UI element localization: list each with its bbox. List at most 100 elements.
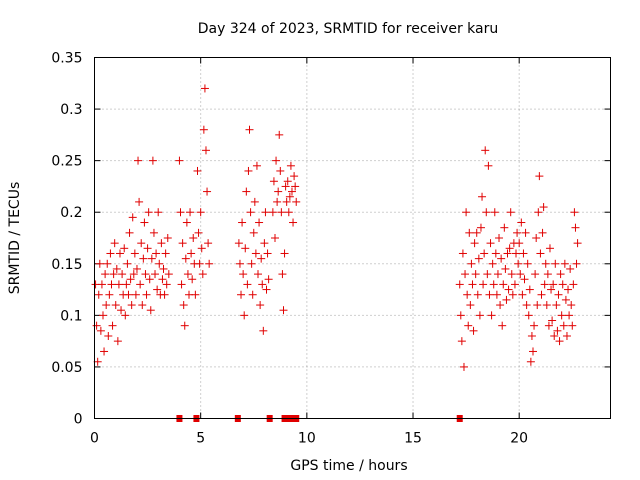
data-point: [284, 208, 293, 217]
data-point: [547, 285, 556, 294]
data-point: [115, 249, 124, 258]
data-point: [534, 208, 543, 217]
data-point: [278, 270, 287, 279]
data-point: [262, 285, 271, 294]
data-point: [94, 290, 103, 299]
data-point: [519, 249, 528, 258]
data-point: [188, 275, 197, 284]
data-point: [533, 301, 542, 310]
data-point: [497, 254, 506, 263]
data-point: [111, 301, 120, 310]
data-point: [146, 306, 155, 315]
data-point: [175, 156, 184, 165]
data-point: [235, 259, 244, 268]
data-point: [469, 326, 478, 335]
data-point: [503, 249, 512, 258]
data-point: [572, 259, 581, 268]
data-point: [530, 321, 539, 330]
data-point: [201, 146, 210, 155]
data-point: [573, 239, 582, 248]
data-point: [274, 187, 283, 196]
data-point: [154, 208, 163, 217]
data-point: [549, 280, 558, 289]
data-point: [476, 223, 485, 232]
data-point: [523, 259, 532, 268]
x-tick-label: 5: [196, 431, 205, 447]
data-point: [143, 244, 152, 253]
data-point: [486, 239, 495, 248]
data-point: [177, 280, 186, 289]
data-point: [130, 249, 139, 258]
data-point: [129, 270, 138, 279]
data-point: [502, 295, 511, 304]
data-point: [506, 208, 515, 217]
data-point: [488, 259, 497, 268]
data-point: [242, 187, 251, 196]
data-point: [290, 172, 299, 181]
data-point: [478, 192, 487, 201]
data-point: [138, 301, 147, 310]
data-point: [127, 301, 136, 310]
data-point: [548, 316, 557, 325]
data-point: [567, 301, 576, 310]
data-point: [120, 244, 129, 253]
data-point: [102, 301, 111, 310]
data-point: [180, 321, 189, 330]
data-point: [554, 290, 563, 299]
data-point: [261, 208, 270, 217]
data-point: [131, 290, 140, 299]
data-point: [250, 197, 259, 206]
data-point: [499, 280, 508, 289]
data-point: [292, 197, 301, 206]
data-point: [252, 161, 261, 170]
data-point: [183, 270, 192, 279]
data-point: [134, 156, 143, 165]
data-point: [159, 264, 168, 273]
data-point: [125, 228, 134, 237]
data-point: [461, 270, 470, 279]
data-point: [556, 270, 565, 279]
data-point: [544, 321, 553, 330]
data-point: [122, 280, 131, 289]
data-point: [140, 218, 149, 227]
data-point: [455, 280, 464, 289]
data-point: [95, 259, 104, 268]
data-point: [243, 280, 252, 289]
data-point: [259, 326, 268, 335]
data-point: [540, 280, 549, 289]
data-point: [92, 321, 101, 330]
data-point: [199, 125, 208, 134]
data-point: [198, 270, 207, 279]
y-tick-label: 0.1: [60, 308, 82, 324]
data-point: [204, 239, 213, 248]
data-point: [200, 84, 209, 93]
data-point: [237, 290, 246, 299]
data-point: [555, 337, 564, 346]
data-point: [254, 270, 263, 279]
data-point: [144, 208, 153, 217]
data-point: [194, 228, 203, 237]
data-point: [282, 197, 291, 206]
data-point: [104, 331, 113, 340]
data-point: [512, 249, 521, 258]
data-point: [112, 264, 121, 273]
data-point: [196, 208, 205, 217]
y-tick-label: 0.25: [51, 154, 82, 170]
data-point: [459, 362, 468, 371]
data-point: [117, 306, 126, 315]
data-point: [93, 357, 102, 366]
data-point: [504, 285, 513, 294]
data-point: [532, 234, 541, 242]
data-point: [100, 347, 109, 356]
data-point: [514, 259, 523, 268]
data-point: [263, 249, 272, 258]
data-point: [108, 321, 117, 330]
data-point: [286, 161, 295, 170]
data-point: [516, 270, 525, 279]
x-tick-label: 10: [298, 431, 316, 447]
data-point: [142, 290, 151, 299]
data-point: [161, 249, 170, 258]
data-point: [270, 234, 279, 242]
